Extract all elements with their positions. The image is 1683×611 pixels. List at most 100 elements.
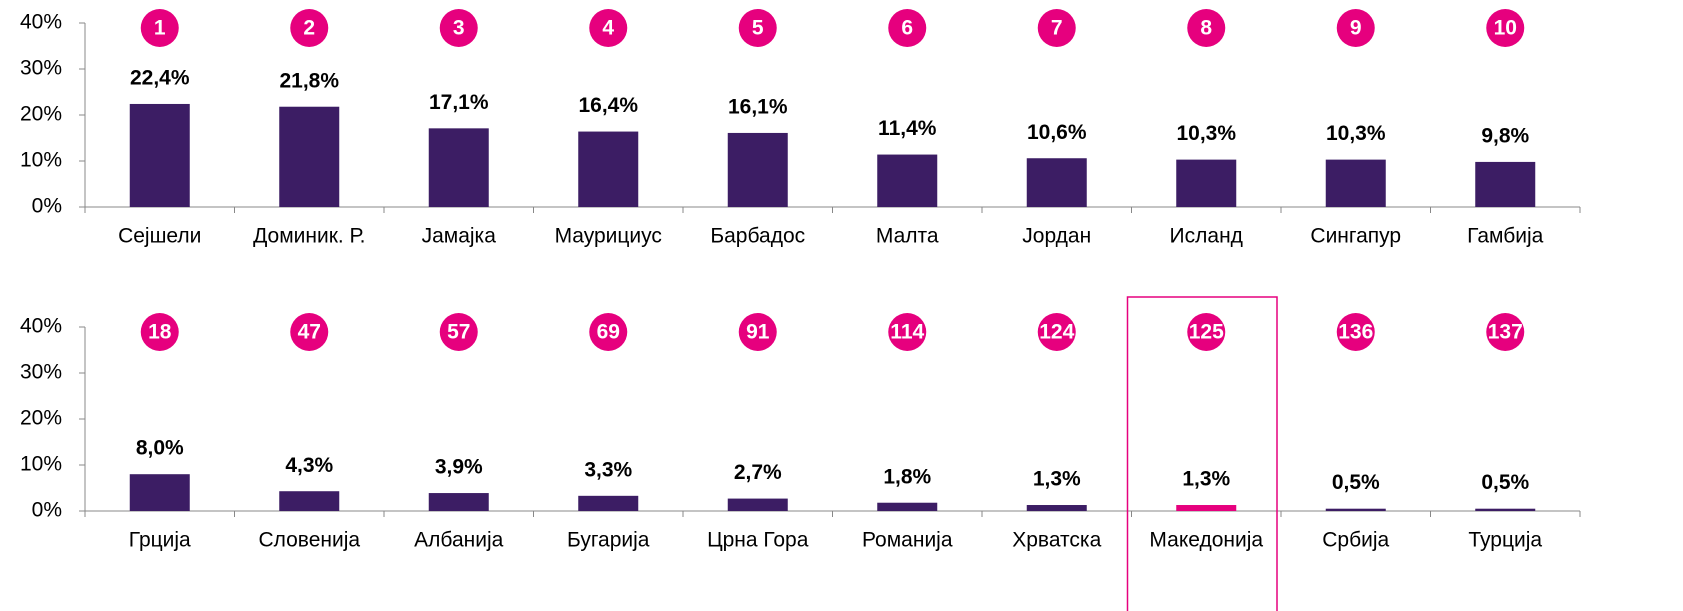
value-label: 8,0% [136,437,184,460]
y-tick-label: 20% [20,103,62,126]
value-label: 10,3% [1176,122,1236,145]
rank-badge [589,9,628,47]
bar [1475,508,1536,511]
y-tick-label: 10% [20,453,62,476]
y-tick-label: 30% [20,361,62,384]
value-label: 16,1% [728,95,788,118]
bar [1325,159,1386,207]
bar [129,103,190,207]
rank-label: 4 [602,17,614,40]
rank-label: 3 [453,17,465,40]
x-tick-label: Сејшели [118,225,201,248]
bar [279,106,340,207]
rank-badge [439,313,478,351]
bar [877,502,938,511]
value-label: 0,5% [1481,471,1529,494]
rank-label: 47 [298,321,321,344]
bar [279,491,340,511]
x-tick-label: Јамајка [422,225,497,248]
bar [428,493,489,511]
bar [129,474,190,511]
bar [1325,508,1386,511]
rank-label: 114 [890,321,924,344]
rank-badge [140,313,179,351]
rank-badge [1486,9,1525,47]
rank-label: 2 [303,17,315,40]
bar [578,495,639,511]
y-tick-label: 0% [32,195,62,218]
value-label: 17,1% [429,91,489,114]
rank-label: 137 [1488,321,1523,344]
value-label: 1,3% [1182,468,1230,491]
x-tick-label: Хрватска [1012,529,1101,552]
bar [1475,161,1536,207]
rank-badge [888,313,927,351]
x-tick-label: Исланд [1170,225,1243,248]
y-tick-label: 40% [20,11,62,34]
bar [727,498,788,511]
bar [1026,158,1087,207]
rank-badge [290,9,329,47]
y-tick-label: 20% [20,407,62,430]
rank-label: 69 [597,321,620,344]
rank-badge [1187,313,1226,351]
y-tick-label: 30% [20,57,62,80]
x-tick-label: Малта [876,225,939,248]
rank-label: 18 [148,321,172,344]
value-label: 11,4% [878,117,937,140]
x-tick-label: Албанија [414,529,503,552]
bar [1176,159,1237,207]
rank-label: 136 [1338,321,1373,344]
highlight-box [1126,296,1278,611]
bar [877,154,938,207]
rank-badge [290,313,329,351]
rank-label: 91 [746,321,770,344]
x-tick-label: Грција [129,529,191,552]
rank-badge [738,9,777,47]
value-label: 21,8% [279,69,339,92]
rank-label: 125 [1189,321,1224,344]
x-tick-label: Турција [1468,529,1542,552]
rank-label: 57 [447,321,470,344]
x-tick-label: Јордан [1022,225,1091,248]
value-label: 4,3% [285,454,333,477]
rank-label: 5 [752,17,764,40]
bar [727,132,788,207]
rank-label: 124 [1039,321,1074,344]
y-tick-label: 40% [20,315,62,338]
bar [428,128,489,207]
value-label: 1,3% [1033,468,1081,491]
bar [1176,505,1237,511]
rank-label: 8 [1200,17,1212,40]
value-label: 3,3% [584,458,632,481]
x-tick-label: Словенија [258,529,360,552]
value-label: 16,4% [578,94,638,117]
rank-badge [589,313,628,351]
bar [578,131,639,207]
x-tick-label: Романија [862,529,953,552]
rank-label: 6 [901,17,913,40]
x-tick-label: Бугарија [567,529,650,552]
rank-badge [1037,9,1076,47]
x-tick-label: Доминик. Р. [253,225,365,248]
value-label: 22,4% [130,67,190,90]
y-tick-label: 10% [20,149,62,172]
x-tick-label: Србија [1322,529,1389,552]
value-label: 10,6% [1027,121,1087,144]
value-label: 0,5% [1332,471,1380,494]
x-tick-label: Барбадос [710,225,805,248]
rank-badge [1187,9,1226,47]
value-label: 10,3% [1326,122,1386,145]
rank-badge [888,9,927,47]
rank-badge [1486,313,1525,351]
rank-badge [738,313,777,351]
rank-badge [140,9,179,47]
rank-badge [1037,313,1076,351]
value-label: 2,7% [734,461,782,484]
value-label: 9,8% [1481,124,1529,147]
x-tick-label: Маурициус [555,225,662,248]
x-tick-label: Македонија [1149,529,1263,552]
value-label: 3,9% [435,456,483,479]
x-tick-label: Гамбија [1467,225,1543,248]
